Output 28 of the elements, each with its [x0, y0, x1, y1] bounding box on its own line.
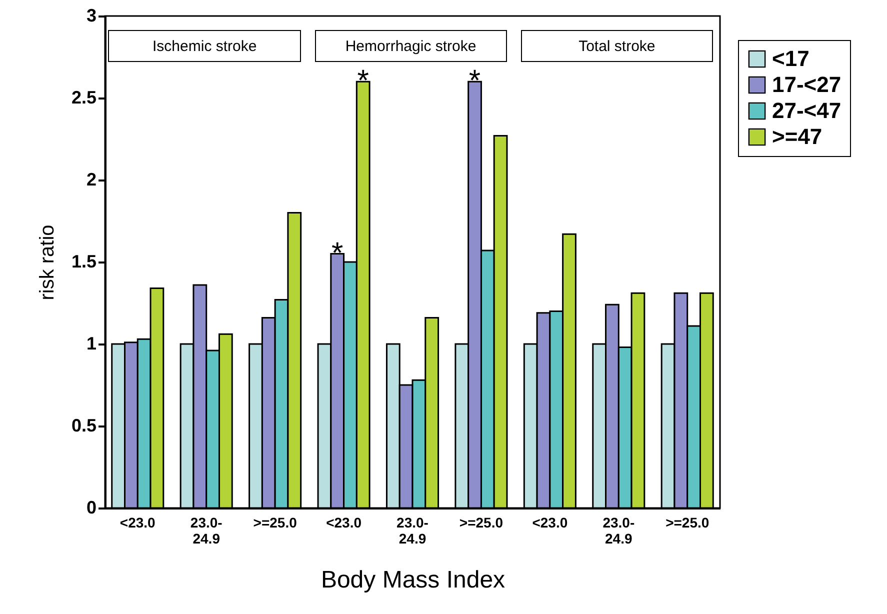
y-tick-label: 0	[86, 498, 96, 518]
legend-label: >=47	[772, 124, 822, 149]
x-tick-label: <23.0	[326, 514, 362, 530]
legend-label: 17-<27	[772, 72, 842, 97]
data-label: *	[468, 64, 481, 98]
label-box: Ischemic stroke	[108, 30, 301, 62]
x-tick-label: <23.0	[532, 514, 568, 530]
y-tick-label: 1	[86, 334, 96, 354]
y-tick-label: 2	[86, 170, 96, 190]
data-label: *	[357, 64, 370, 98]
legend-label: 27-<47	[772, 98, 842, 123]
x-tick-label: >=25.0	[459, 514, 504, 530]
x-tick-label: >=25.0	[253, 514, 298, 530]
data-label: *	[332, 236, 344, 270]
y-tick-label: 1.5	[71, 252, 96, 272]
y-axis-title: risk ratio	[36, 224, 58, 300]
x-tick-label: 23.0-24.9	[190, 514, 223, 546]
label-box: Hemorrhagic stroke	[314, 30, 507, 62]
x-tick-label: 23.0-24.9	[602, 514, 635, 546]
y-tick-label: 3	[86, 6, 96, 26]
legend-label: <17	[772, 46, 810, 71]
y-tick-label: 2.5	[71, 88, 96, 108]
y-tick-label: 0.5	[71, 416, 96, 436]
x-tick-label: 23.0-24.9	[396, 514, 429, 546]
x-tick-label: >=25.0	[666, 514, 710, 530]
x-axis-title: Body Mass Index	[320, 566, 506, 594]
label-box: Total stroke	[520, 30, 714, 62]
x-tick-label: <23.0	[120, 514, 156, 530]
